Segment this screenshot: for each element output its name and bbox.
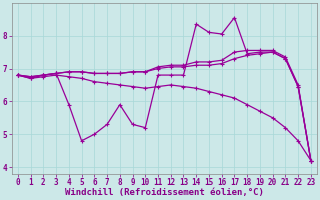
X-axis label: Windchill (Refroidissement éolien,°C): Windchill (Refroidissement éolien,°C) (65, 188, 264, 197)
